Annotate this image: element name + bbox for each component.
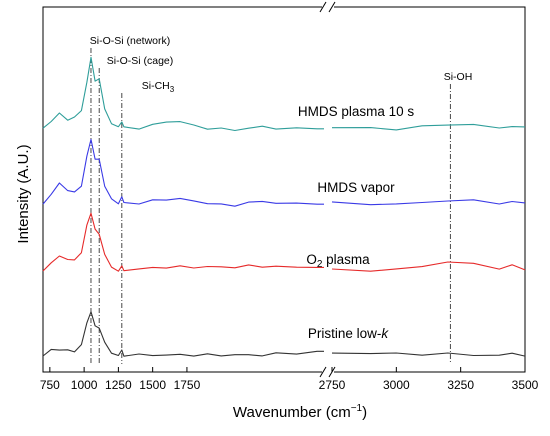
series-label: O2 plasma	[306, 252, 370, 270]
x-axis-title: Wavenumber (cm−1)	[233, 403, 367, 421]
series-line	[331, 261, 526, 272]
x-tick-label: 1500	[139, 378, 166, 392]
peak-label: Si-O-Si (network)	[90, 35, 171, 47]
peak-label: Si-CH3	[142, 80, 175, 94]
plot-border	[42, 6, 526, 373]
x-tick-label: 3250	[447, 378, 474, 392]
series-line	[331, 123, 526, 131]
series-label: HMDS plasma 10 s	[298, 104, 415, 119]
series-line	[42, 138, 324, 207]
peak-label: Si-O-Si (cage)	[107, 55, 174, 67]
x-tick-label: 3000	[383, 378, 410, 392]
peak-guide-lines	[90, 48, 451, 364]
x-tick-label: 2750	[319, 378, 346, 392]
y-axis-title: Intensity (A.U.)	[15, 144, 32, 243]
series-lines	[42, 56, 526, 357]
series-labels: HMDS plasma 10 s HMDS vapor O2 plasma Prist…	[298, 104, 415, 341]
axis-break-bottom	[319, 366, 336, 378]
series-line	[42, 311, 324, 357]
series-line	[42, 56, 324, 132]
x-tick-label: 1750	[174, 378, 201, 392]
series-line	[331, 199, 526, 206]
axis-break-top	[319, 1, 336, 13]
peak-labels: Si-O-Si (network) Si-O-Si (cage) Si-CH3 Si-…	[90, 35, 473, 94]
x-tick-label: 3500	[512, 378, 539, 392]
x-ticks: 750 1000 1250 1500 1750 2750 3000 3250 3500	[40, 367, 539, 392]
series-line	[42, 212, 324, 272]
series-line	[331, 352, 526, 357]
x-axis-title-sup: −1	[351, 403, 363, 414]
peak-label: Si-OH	[444, 71, 473, 83]
x-tick-label: 1250	[105, 378, 132, 392]
x-tick-label: 750	[40, 378, 60, 392]
series-label: HMDS vapor	[317, 180, 395, 195]
series-label: Pristine low-k	[308, 326, 390, 341]
x-tick-label: 1000	[71, 378, 98, 392]
